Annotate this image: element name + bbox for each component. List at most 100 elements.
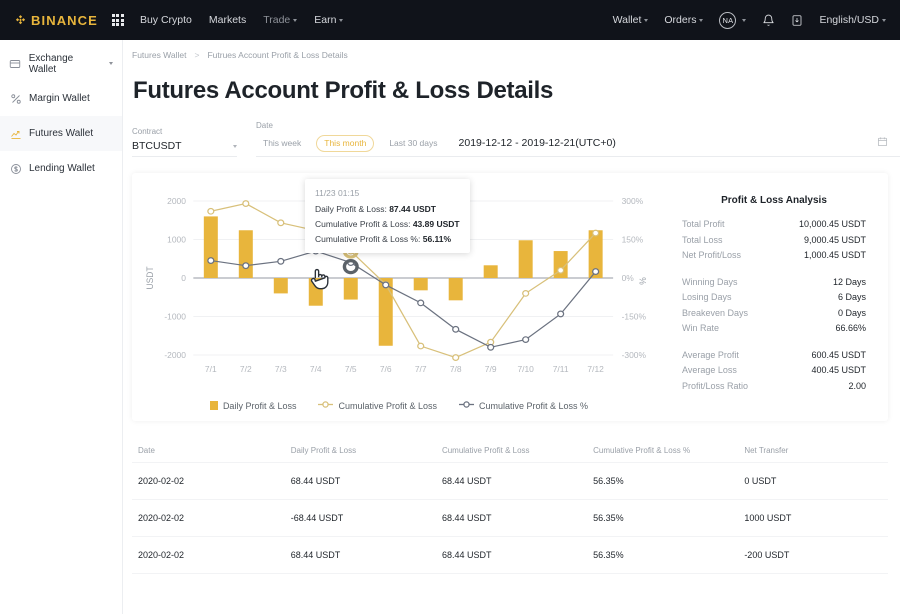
svg-text:7/11: 7/11 (553, 365, 569, 374)
percent-icon (9, 92, 22, 105)
spacer (682, 266, 866, 277)
dollar-circle-icon (9, 162, 22, 175)
date-label: Date (256, 121, 273, 130)
chevron-down-icon (233, 144, 237, 148)
sidebar-item-label: Exchange Wallet (28, 52, 74, 75)
analysis-value: 0 Days (837, 307, 866, 318)
analysis-key: Net Profit/Loss (682, 250, 742, 260)
contract-select[interactable]: BTCUSDT (132, 140, 237, 157)
analysis-key: Breakeven Days (682, 307, 749, 318)
svg-text:300%: 300% (622, 197, 644, 206)
svg-text:7/2: 7/2 (240, 365, 252, 374)
nav-trade[interactable]: Trade (263, 14, 298, 26)
cell-daily-pnl: -68.44 USDT (290, 499, 442, 537)
analysis-value: 400.45 USDT (811, 365, 866, 375)
nav-earn[interactable]: Earn (314, 14, 344, 26)
cell-net-transfer: 1000 USDT (744, 499, 888, 537)
legend-bar-swatch (209, 401, 218, 410)
analysis-key: Win Rate (682, 323, 720, 333)
svg-text:7/4: 7/4 (310, 365, 322, 374)
breadcrumb-separator: > (194, 50, 200, 60)
svg-text:-300%: -300% (622, 351, 647, 360)
contract-label: Contract (132, 127, 163, 136)
analysis-key: Winning Days (682, 276, 738, 287)
tooltip-time: 11/23 01:15 (315, 188, 360, 198)
bell-icon[interactable] (762, 14, 775, 27)
col-cumulative-pnl-pct: Cumulative Profit & Loss % (593, 440, 745, 463)
analysis-value: 66.66% (835, 323, 866, 333)
col-cumulative-pnl: Cumulative Profit & Loss (441, 440, 594, 463)
chip-this-month[interactable]: This month (316, 134, 375, 152)
legend-cumulative-pnl[interactable]: Cumulative Profit & Loss (318, 400, 437, 411)
chart-tooltip: 11/23 01:15 Daily Profit & Loss: 87.44 U… (305, 179, 470, 253)
main-content: Futures Wallet > Futrues Account Profit … (123, 40, 900, 614)
svg-text:0%: 0% (622, 274, 635, 283)
chart-legend: Daily Profit & Loss Cumulative Profit & … (132, 400, 666, 411)
table-row[interactable]: 2020-02-02 68.44 USDT 68.44 USDT 56.35% … (132, 462, 888, 500)
analysis-value: 2.00 (848, 380, 866, 391)
col-daily-pnl: Daily Profit & Loss (290, 440, 442, 463)
nav-markets[interactable]: Markets (208, 14, 247, 26)
breadcrumb-parent[interactable]: Futures Wallet (132, 50, 187, 60)
nav-buy-crypto[interactable]: Buy Crypto (139, 14, 192, 26)
nav-wallet[interactable]: Wallet (613, 14, 649, 26)
calendar-icon[interactable] (877, 134, 888, 152)
chevron-down-icon (742, 18, 747, 22)
tooltip-cumulative-pnl: Cumulative Profit & Loss: 43.89 USDT (315, 219, 460, 229)
analysis-title: Profit & Loss Analysis (721, 195, 827, 206)
analysis-value: 12 Days (832, 276, 866, 287)
legend-daily-pnl[interactable]: Daily Profit & Loss (209, 400, 296, 411)
svg-text:150%: 150% (622, 236, 644, 245)
cell-cumulative-pnl-pct: 56.35% (593, 536, 745, 574)
col-date: Date (132, 440, 291, 463)
analysis-row: Winning Days 12 Days (682, 277, 866, 287)
svg-text:0: 0 (181, 274, 186, 283)
cell-net-transfer: -200 USDT (744, 536, 888, 574)
sidebar-item-lending-wallet[interactable]: Lending Wallet (0, 151, 122, 186)
apps-grid-icon[interactable] (111, 14, 124, 26)
svg-text:2000: 2000 (167, 197, 186, 206)
pnl-chart[interactable]: 2000 1000 0 -1000 -2000 300% 150% 0% -150% -300% U… (132, 173, 666, 421)
analysis-row: Win Rate 66.66% (682, 323, 866, 333)
svg-text:-2000: -2000 (164, 351, 186, 360)
chevron-down-icon (109, 62, 113, 65)
mouse-cursor-icon (308, 266, 330, 297)
nav-orders[interactable]: Orders (664, 14, 704, 26)
table-row[interactable]: 2020-02-02 68.44 USDT 68.44 USDT 56.35% … (132, 536, 888, 574)
download-app-icon[interactable] (791, 14, 803, 27)
analysis-value: 9,000.45 USDT (803, 234, 866, 245)
cell-cumulative-pnl: 68.44 USDT (441, 499, 594, 537)
analysis-key: Average Loss (682, 365, 737, 375)
binance-logo[interactable]: BINANCE (14, 13, 98, 28)
pnl-analysis-panel: Profit & Loss Analysis Total Profit 10,00… (666, 173, 888, 421)
analysis-value: 1,000.45 USDT (803, 250, 866, 260)
analysis-value: 10,000.45 USDT (798, 219, 866, 229)
table-row[interactable]: 2020-02-02 -68.44 USDT 68.44 USDT 56.35%… (132, 499, 888, 537)
chip-this-week[interactable]: This week (263, 138, 302, 148)
user-account-menu[interactable]: NA (719, 11, 747, 29)
analysis-row: Average Loss 400.45 USDT (682, 365, 866, 375)
legend-cumulative-pnl-pct[interactable]: Cumulative Profit & Loss % (459, 400, 588, 411)
analysis-key: Losing Days (682, 292, 732, 302)
primary-nav: Buy Crypto Markets Trade Earn (140, 14, 344, 26)
svg-text:%: % (638, 277, 648, 285)
svg-text:7/3: 7/3 (275, 365, 287, 374)
sidebar-item-margin-wallet[interactable]: Margin Wallet (0, 81, 122, 116)
sidebar-item-exchange-wallet[interactable]: Exchange Wallet (0, 46, 122, 81)
page-title: Futures Account Profit & Loss Details (133, 77, 554, 104)
date-range-value[interactable]: 2019-12-12 - 2019-12-21(UTC+0) (458, 137, 616, 149)
sidebar-item-futures-wallet[interactable]: Futures Wallet (0, 116, 122, 151)
svg-text:1000: 1000 (167, 236, 186, 245)
analysis-key: Total Profit (682, 219, 725, 229)
spacer (682, 339, 866, 350)
analysis-row: Profit/Loss Ratio 2.00 (682, 381, 866, 391)
cell-cumulative-pnl-pct: 56.35% (593, 462, 745, 500)
chart-card: 2000 1000 0 -1000 -2000 300% 150% 0% -150% -300% U… (132, 173, 888, 421)
contract-filter: Contract BTCUSDT (132, 127, 237, 157)
analysis-key: Profit/Loss Ratio (682, 380, 749, 391)
chip-last-30-days[interactable]: Last 30 days (389, 138, 438, 148)
chevron-down-icon (644, 18, 649, 22)
futures-icon (9, 127, 22, 140)
language-currency-selector[interactable]: English/USD (819, 14, 886, 26)
tooltip-daily-pnl: Daily Profit & Loss: 87.44 USDT (315, 204, 436, 214)
